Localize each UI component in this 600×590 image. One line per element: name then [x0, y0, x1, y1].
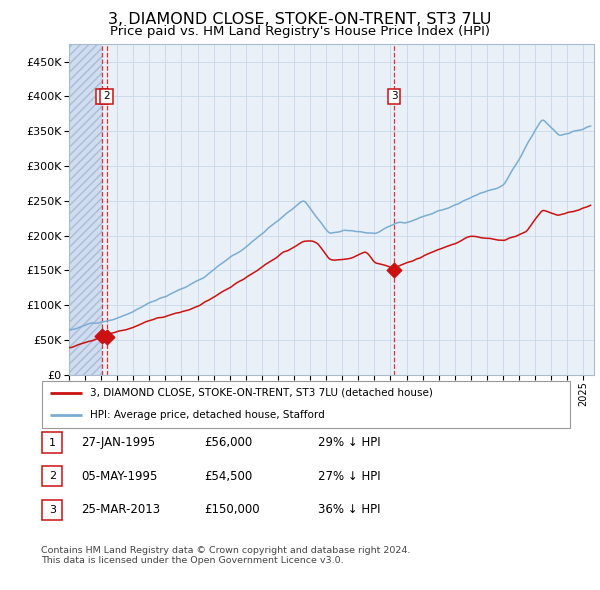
- Text: 36% ↓ HPI: 36% ↓ HPI: [318, 503, 380, 516]
- Text: Price paid vs. HM Land Registry's House Price Index (HPI): Price paid vs. HM Land Registry's House …: [110, 25, 490, 38]
- Text: £150,000: £150,000: [204, 503, 260, 516]
- Text: 05-MAY-1995: 05-MAY-1995: [81, 470, 157, 483]
- Text: 27% ↓ HPI: 27% ↓ HPI: [318, 470, 380, 483]
- Text: 3: 3: [391, 91, 397, 101]
- FancyBboxPatch shape: [42, 500, 62, 520]
- Point: [97, 331, 107, 340]
- FancyBboxPatch shape: [42, 381, 570, 428]
- Text: 29% ↓ HPI: 29% ↓ HPI: [318, 436, 380, 449]
- Text: 1: 1: [49, 438, 56, 447]
- Text: HPI: Average price, detached house, Stafford: HPI: Average price, detached house, Staf…: [89, 411, 324, 421]
- Text: 2: 2: [49, 471, 56, 481]
- Text: 1: 1: [99, 91, 106, 101]
- Point: [389, 266, 399, 275]
- Text: £54,500: £54,500: [204, 470, 252, 483]
- Text: £56,000: £56,000: [204, 436, 252, 449]
- Text: Contains HM Land Registry data © Crown copyright and database right 2024.
This d: Contains HM Land Registry data © Crown c…: [41, 546, 410, 565]
- Text: 3, DIAMOND CLOSE, STOKE-ON-TRENT, ST3 7LU: 3, DIAMOND CLOSE, STOKE-ON-TRENT, ST3 7L…: [109, 12, 491, 27]
- Text: 2: 2: [103, 91, 110, 101]
- Text: 3, DIAMOND CLOSE, STOKE-ON-TRENT, ST3 7LU (detached house): 3, DIAMOND CLOSE, STOKE-ON-TRENT, ST3 7L…: [89, 388, 433, 398]
- FancyBboxPatch shape: [42, 432, 62, 453]
- Text: 3: 3: [49, 505, 56, 514]
- Point: [102, 332, 112, 342]
- Text: 27-JAN-1995: 27-JAN-1995: [81, 436, 155, 449]
- Bar: [69, 44, 103, 375]
- FancyBboxPatch shape: [42, 466, 62, 486]
- Text: 25-MAR-2013: 25-MAR-2013: [81, 503, 160, 516]
